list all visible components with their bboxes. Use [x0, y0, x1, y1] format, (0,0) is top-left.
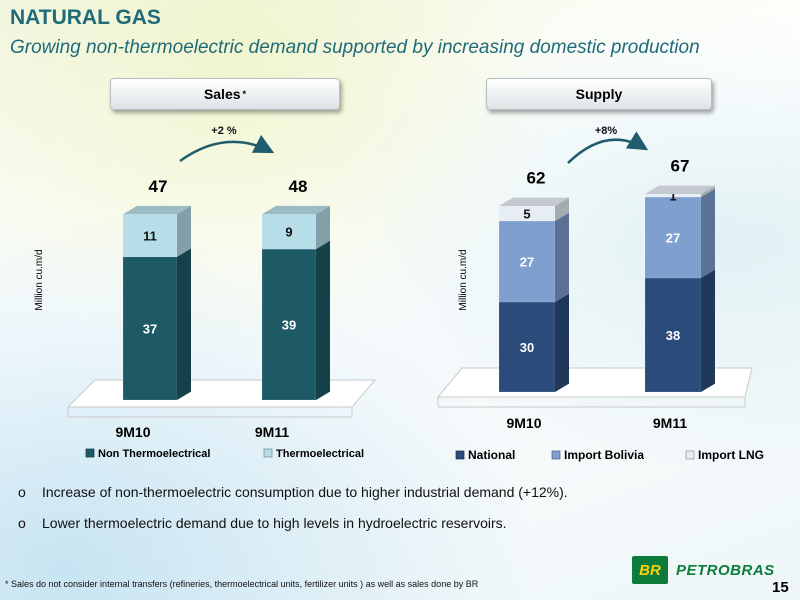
- bar-top-face: [123, 205, 191, 215]
- data-label: 5: [523, 207, 530, 222]
- sales-chart: Million cu.m/d 37 11 9M10 39 9 9M11 47 48 +2 % Non…: [34, 125, 377, 460]
- bar-top-face: [499, 197, 569, 206]
- data-label: 9: [285, 225, 292, 240]
- bar-segment-side: [177, 205, 191, 257]
- bar-segment-front: [261, 213, 317, 250]
- legend-label: Import Bolivia: [564, 448, 644, 462]
- bar-segment-side: [316, 240, 330, 400]
- sales-header-label: Sales: [203, 86, 241, 102]
- supply-chart: Million cu.m/d 30 27 5 9M10 38 27 1 9M11 62 67 +8% N…: [436, 125, 764, 462]
- bar-segment-side: [555, 197, 569, 221]
- x-tick-label: 9M11: [255, 424, 289, 440]
- slide-title: NATURAL GAS: [10, 6, 161, 29]
- data-label: 39: [282, 318, 296, 333]
- bar-top-face: [262, 205, 330, 215]
- bullet-text: Lower thermoelectric demand due to high …: [42, 515, 507, 531]
- total-label: 62: [527, 169, 546, 188]
- data-label: 1: [669, 189, 676, 204]
- x-tick-label: 9M11: [653, 415, 687, 431]
- supply-header-label: Supply: [575, 86, 623, 102]
- petrobras-logo: BR PETROBRAS: [632, 556, 775, 584]
- logo-mark: BR: [639, 561, 661, 579]
- bar-segment-front: [644, 277, 702, 393]
- bar-segment-side: [555, 212, 569, 302]
- legend-swatch: [263, 448, 273, 458]
- bullet-text: Increase of non-thermoelectric consumpti…: [42, 484, 568, 500]
- slide-subtitle: Growing non-thermoelectric demand suppor…: [10, 37, 700, 58]
- growth-arrow: [179, 135, 275, 163]
- sales-header-marker: *: [242, 89, 247, 99]
- legend-swatch: [455, 450, 465, 460]
- bar-segment-side: [701, 269, 715, 392]
- total-label: 48: [289, 177, 308, 196]
- legend-swatch: [85, 448, 95, 458]
- legend-label: Non Thermoelectrical: [98, 448, 210, 460]
- bar-segment-side: [177, 248, 191, 400]
- bullet-item: o Lower thermoelectric demand due to hig…: [18, 515, 568, 535]
- data-label: 30: [520, 340, 534, 355]
- x-tick-label: 9M10: [115, 424, 150, 440]
- supply-header-box: Supply: [486, 78, 712, 110]
- data-label: 37: [143, 321, 157, 336]
- bullet-marker: o: [18, 515, 26, 531]
- bar-segment-front: [644, 196, 702, 279]
- growth-label: +2 %: [211, 125, 237, 137]
- logo-name: PETROBRAS: [676, 561, 775, 579]
- sales-header-box: Sales *: [110, 78, 340, 110]
- x-tick-label: 9M10: [506, 415, 541, 431]
- bullet-item: o Increase of non-thermoelectric consump…: [18, 484, 568, 504]
- br-logo-icon: BR: [632, 556, 668, 584]
- page-number: 15: [772, 579, 789, 596]
- bar-segment-front: [122, 213, 178, 258]
- legend-swatch: [551, 450, 561, 460]
- bar-segment-side: [701, 188, 715, 278]
- bar-segment-front: [498, 301, 556, 393]
- y-axis-label: Million cu.m/d: [34, 249, 45, 310]
- y-axis-label: Million cu.m/d: [458, 249, 469, 310]
- bullet-list: o Increase of non-thermoelectric consump…: [18, 484, 568, 546]
- legend-label: Import LNG: [698, 448, 764, 462]
- bar-top-face: [645, 185, 715, 194]
- growth-label: +8%: [595, 125, 618, 137]
- bullet-marker: o: [18, 484, 26, 500]
- legend-label: National: [468, 448, 515, 462]
- growth-arrow: [567, 131, 649, 164]
- total-label: 47: [149, 177, 168, 196]
- data-label: 38: [666, 328, 680, 343]
- total-label: 67: [671, 157, 690, 176]
- bar-segment-side: [316, 205, 330, 250]
- footnote: * Sales do not consider internal transfe…: [5, 579, 479, 589]
- legend-swatch: [685, 450, 695, 460]
- bar-segment-side: [555, 293, 569, 392]
- bar-segment-side: [701, 185, 715, 197]
- data-label: 11: [143, 229, 157, 244]
- legend-label: Thermoelectrical: [276, 448, 364, 460]
- data-label: 27: [666, 231, 680, 246]
- data-label: 27: [520, 255, 534, 270]
